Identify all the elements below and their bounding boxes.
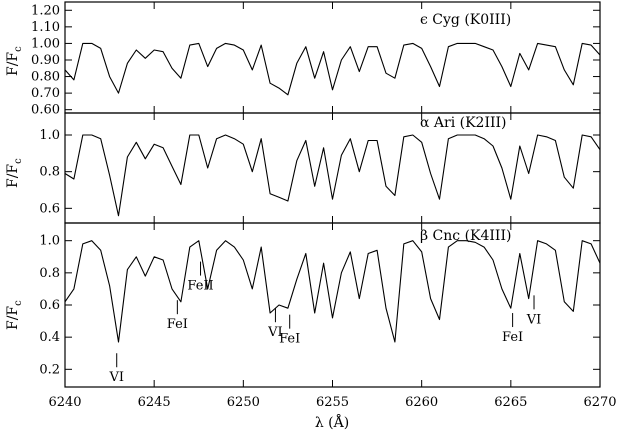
y-tick-label: 0.60 (31, 103, 60, 118)
y-axis-title-main: F/F (5, 52, 21, 76)
x-axis-title: λ (Å) (315, 413, 349, 431)
star-label: β Cnc (K4III) (420, 228, 511, 244)
panel-bet-cnc: 1.00.80.60.40.2 β Cnc (K4III) F/Fc VIFeI… (5, 222, 601, 388)
y-tick-label: 1.10 (31, 20, 60, 35)
x-tick-label: 6255 (316, 395, 349, 410)
x-tick-label: 6270 (583, 395, 616, 410)
y-axis-title: F/Fc (5, 300, 24, 330)
panel-frame (64, 1, 601, 114)
y-axis-title-sub: c (13, 300, 24, 306)
panel-alp-ari: 1.0 0.8 0.6 α Ari (K2III) F/Fc (5, 112, 601, 224)
panel-frame (64, 222, 601, 388)
panel-marks (64, 240, 601, 343)
y-tick-label: 0.8 (39, 165, 60, 180)
line-id-label: FeII (187, 279, 213, 294)
y-tick-label: 0.6 (39, 298, 60, 313)
y-tick-label: 0.6 (39, 201, 60, 216)
x-tick-label: 6265 (494, 395, 527, 410)
panel-ticks: 1.20 1.101.00 0.90 0.800.70 0.60 (31, 2, 601, 118)
y-axis-title-sub: c (13, 158, 24, 164)
line-id-label: FeI (502, 330, 523, 345)
line-id-label: VI (108, 370, 124, 385)
x-tick-label: 6250 (227, 395, 260, 410)
line-id-label: FeI (279, 332, 300, 347)
y-tick-label: 0.2 (39, 362, 60, 377)
y-tick-label: 1.0 (39, 128, 60, 143)
star-label: ϵ Cyg (K0III) (420, 12, 511, 28)
spectrum-line (64, 240, 601, 343)
x-tick-label: 6260 (405, 395, 438, 410)
line-id-label: VI (267, 325, 283, 340)
panel-frame (64, 112, 601, 224)
y-axis-title-sub: c (13, 46, 24, 52)
y-tick-label: 1.0 (39, 234, 60, 249)
x-tick-label: 6245 (138, 395, 171, 410)
spectrum-line (64, 42, 601, 96)
x-tick-label: 6240 (48, 395, 81, 410)
panel-eps-cyg: 1.20 1.101.00 0.90 0.800.70 0.60 ϵ Cyg (K0II… (5, 1, 601, 118)
y-tick-label: 1.20 (31, 3, 60, 18)
y-axis-title-main: F/F (5, 306, 21, 330)
x-axis: 6240 6245 6250 6255 6260 6265 6270 (48, 395, 616, 410)
star-label: α Ari (K2III) (420, 115, 507, 131)
y-tick-label: 0.90 (31, 53, 60, 68)
panel-marks (64, 42, 601, 96)
panel-ticks: 1.0 0.8 0.6 (39, 113, 601, 223)
y-tick-label: 0.80 (31, 70, 60, 85)
y-axis-title: F/Fc (5, 46, 24, 76)
spectrum-line (64, 134, 601, 217)
y-tick-label: 1.00 (31, 36, 60, 51)
panel-marks (64, 134, 601, 217)
y-axis-title-main: F/F (5, 164, 21, 188)
panel-ticks: 1.0 0.8 0.6 0.4 0.2 (39, 223, 601, 387)
line-id-label: VI (526, 312, 542, 327)
y-tick-label: 0.8 (39, 266, 60, 281)
y-tick-label: 0.4 (39, 330, 60, 345)
line-id-label: FeI (167, 317, 188, 332)
y-tick-label: 0.70 (31, 86, 60, 101)
y-axis-title: F/Fc (5, 158, 24, 188)
